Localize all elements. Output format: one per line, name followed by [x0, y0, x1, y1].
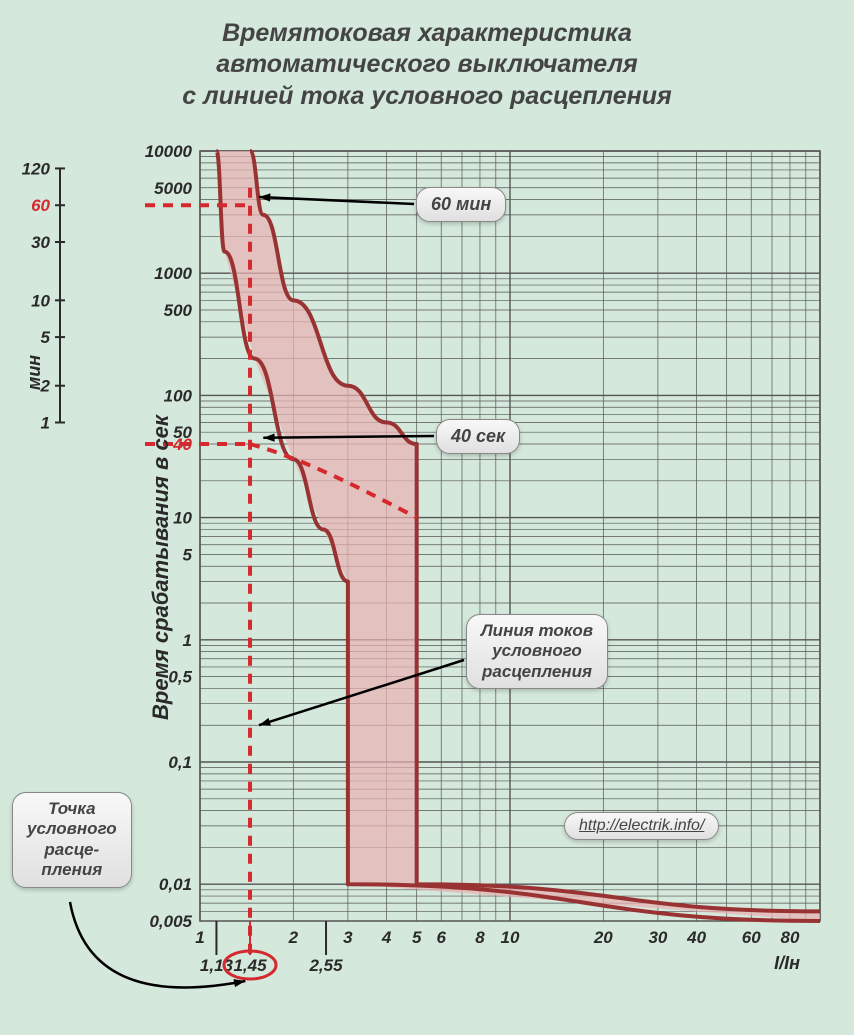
- svg-text:1: 1: [195, 928, 204, 947]
- svg-text:500: 500: [164, 301, 193, 320]
- svg-text:1000: 1000: [154, 264, 192, 283]
- callout-point: Точкаусловногорасце-пления: [12, 792, 132, 888]
- svg-text:10: 10: [31, 291, 50, 310]
- callout-line: Линия токовусловногорасцепления: [466, 614, 608, 689]
- svg-text:40: 40: [172, 435, 192, 454]
- svg-text:30: 30: [648, 928, 667, 947]
- svg-text:2,55: 2,55: [308, 956, 343, 975]
- svg-text:5: 5: [183, 545, 193, 564]
- svg-text:20: 20: [593, 928, 613, 947]
- svg-text:6: 6: [436, 928, 446, 947]
- svg-text:5: 5: [41, 328, 51, 347]
- svg-text:0,005: 0,005: [149, 912, 192, 931]
- svg-text:10000: 10000: [145, 142, 193, 161]
- svg-text:0,01: 0,01: [159, 875, 192, 894]
- svg-text:0,1: 0,1: [168, 753, 192, 772]
- svg-text:10: 10: [173, 509, 192, 528]
- svg-text:80: 80: [780, 928, 799, 947]
- svg-text:120: 120: [22, 159, 51, 178]
- svg-text:2: 2: [288, 928, 299, 947]
- svg-text:8: 8: [475, 928, 485, 947]
- svg-text:40: 40: [686, 928, 706, 947]
- svg-text:1: 1: [183, 631, 192, 650]
- callout-point-text: Точкаусловногорасце-пления: [27, 799, 117, 879]
- svg-text:100: 100: [164, 386, 193, 405]
- callout-40sec: 40 сек: [436, 419, 520, 454]
- svg-text:1: 1: [41, 414, 50, 433]
- svg-text:I/Iн: I/Iн: [774, 953, 800, 973]
- svg-text:10: 10: [501, 928, 520, 947]
- svg-text:60: 60: [31, 196, 50, 215]
- chart-container: Времятоковая характеристика автоматическ…: [0, 0, 854, 1035]
- svg-text:60: 60: [742, 928, 761, 947]
- svg-text:1,45: 1,45: [233, 956, 267, 975]
- svg-text:30: 30: [31, 233, 50, 252]
- callout-60min: 60 мин: [416, 187, 506, 222]
- svg-text:3: 3: [343, 928, 353, 947]
- callout-url[interactable]: http://electrik.info/: [564, 812, 719, 840]
- svg-text:4: 4: [381, 928, 392, 947]
- callout-line-text: Линия токовусловногорасцепления: [481, 621, 593, 681]
- svg-text:5: 5: [412, 928, 422, 947]
- svg-text:5000: 5000: [154, 179, 192, 198]
- y-axis-label-min: мин: [24, 355, 45, 390]
- y-axis-label-sec: Время срабатывания в сек: [148, 415, 174, 720]
